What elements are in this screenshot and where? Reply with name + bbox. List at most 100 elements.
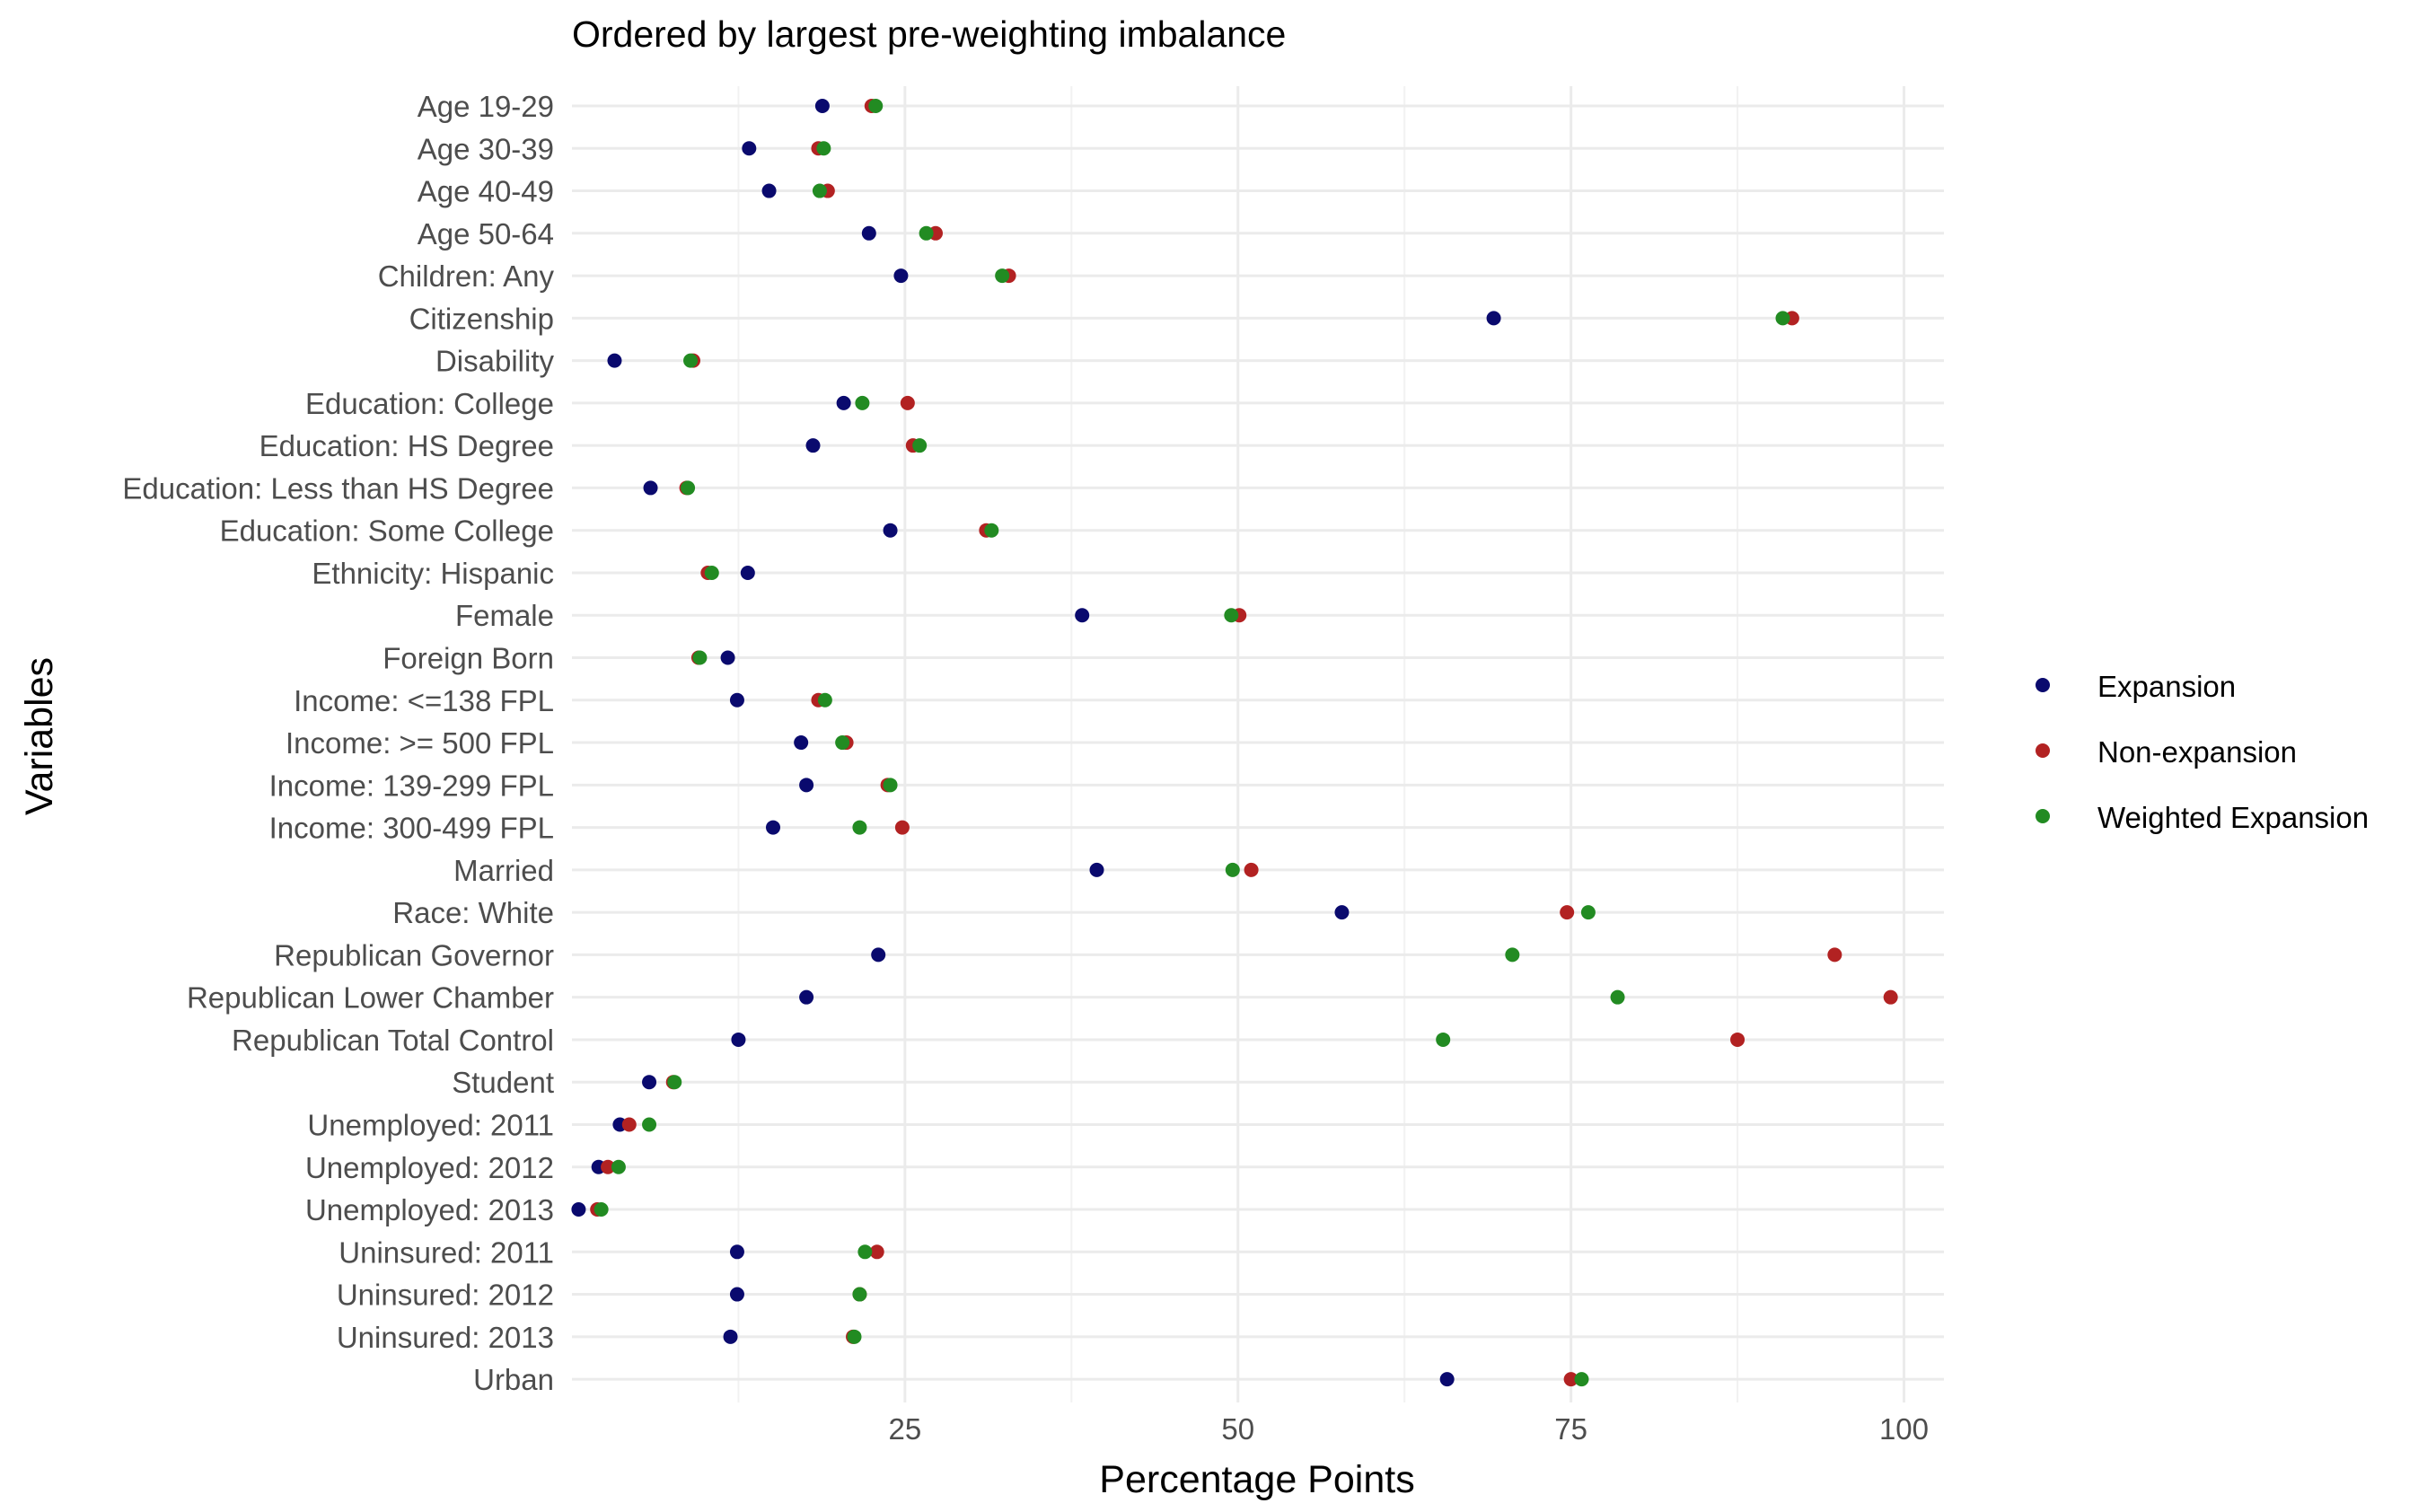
y-tick-label: Income: 139-299 FPL	[269, 769, 554, 802]
point-expansion	[720, 650, 735, 665]
point-non-expansion	[1883, 989, 1898, 1005]
point-expansion	[883, 523, 898, 538]
y-tick-label: Age 40-49	[418, 175, 554, 208]
y-tick-label: Republican Lower Chamber	[187, 981, 554, 1015]
point-weighted-expansion	[683, 353, 699, 368]
point-expansion	[805, 438, 821, 453]
y-tick-label: Children: Any	[378, 259, 555, 293]
y-tick-label: Republican Governor	[274, 938, 554, 971]
point-expansion	[1486, 311, 1501, 326]
legend-key-non-expansion	[2036, 743, 2050, 758]
point-expansion	[893, 268, 909, 284]
point-weighted-expansion	[1505, 947, 1520, 963]
point-weighted-expansion	[681, 480, 696, 496]
point-weighted-expansion	[704, 565, 719, 580]
point-expansion	[729, 692, 744, 708]
point-weighted-expansion	[611, 1159, 626, 1174]
point-weighted-expansion	[1224, 608, 1239, 623]
y-tick-label: Urban	[473, 1363, 554, 1396]
y-tick-label: Ethnicity: Hispanic	[312, 557, 554, 590]
point-expansion	[1334, 905, 1350, 920]
point-expansion	[740, 565, 755, 580]
point-non-expansion	[1560, 905, 1575, 920]
y-tick-label: Uninsured: 2013	[337, 1321, 554, 1354]
point-expansion	[799, 989, 814, 1005]
point-expansion	[729, 1287, 744, 1302]
point-weighted-expansion	[812, 183, 827, 198]
point-weighted-expansion	[1225, 862, 1240, 877]
y-tick-label: Race: White	[392, 896, 554, 929]
point-expansion	[731, 1032, 746, 1047]
y-tick-label: Income: >= 500 FPL	[286, 726, 554, 760]
y-tick-label: Married	[453, 854, 554, 887]
point-weighted-expansion	[1610, 989, 1625, 1005]
point-expansion	[723, 1329, 738, 1344]
point-weighted-expansion	[816, 141, 831, 156]
y-tick-label: Student	[452, 1066, 554, 1099]
point-expansion	[642, 1075, 657, 1090]
y-tick-label: Education: Less than HS Degree	[122, 471, 554, 505]
y-tick-label: Female	[455, 599, 554, 632]
point-weighted-expansion	[852, 1287, 867, 1302]
point-weighted-expansion	[817, 692, 832, 708]
point-weighted-expansion	[667, 1075, 682, 1090]
point-weighted-expansion	[883, 778, 898, 793]
point-non-expansion	[1563, 1372, 1578, 1387]
y-tick-label: Republican Total Control	[232, 1024, 554, 1057]
y-tick-label: Disability	[435, 345, 555, 378]
point-expansion	[1089, 862, 1104, 877]
y-tick-label: Age 30-39	[418, 132, 554, 165]
point-non-expansion	[1827, 947, 1842, 963]
point-non-expansion	[894, 820, 910, 835]
y-tick-label: Unemployed: 2013	[305, 1193, 554, 1226]
point-expansion	[729, 1244, 744, 1260]
point-expansion	[799, 778, 814, 793]
y-tick-label: Income: 300-499 FPL	[269, 812, 554, 845]
point-weighted-expansion	[857, 1244, 873, 1260]
y-tick-label: Education: HS Degree	[259, 429, 554, 462]
y-tick-label: Income: <=138 FPL	[294, 684, 554, 717]
point-expansion	[871, 947, 886, 963]
y-axis-tick-labels: Age 19-29 Age 30-39 Age 40-49 Age 50-64 Chil…	[122, 90, 554, 1396]
point-weighted-expansion	[868, 99, 884, 113]
point-expansion	[607, 353, 622, 368]
point-expansion	[761, 183, 777, 198]
chart-title: Ordered by largest pre-weighting imbalan…	[572, 13, 1286, 55]
y-tick-label: Age 50-64	[418, 217, 554, 251]
point-weighted-expansion	[855, 395, 870, 410]
x-tick-label: 100	[1879, 1412, 1929, 1446]
y-tick-label: Age 19-29	[418, 90, 554, 123]
point-expansion	[836, 395, 851, 410]
point-expansion	[1439, 1372, 1455, 1387]
legend-label-weighted-expansion: Weighted Expansion	[2097, 801, 2369, 834]
point-weighted-expansion	[835, 735, 850, 751]
point-weighted-expansion	[1580, 905, 1596, 920]
point-weighted-expansion	[1436, 1032, 1451, 1047]
y-tick-label: Citizenship	[409, 302, 554, 335]
point-non-expansion	[621, 1117, 637, 1132]
point-weighted-expansion	[594, 1202, 609, 1218]
y-axis-title: Variables	[18, 657, 61, 815]
point-non-expansion	[1730, 1032, 1746, 1047]
legend-label-expansion: Expansion	[2097, 670, 2236, 703]
legend-key-weighted-expansion	[2036, 809, 2050, 823]
legend-key-expansion	[2036, 678, 2050, 692]
point-expansion	[643, 480, 658, 496]
point-non-expansion	[900, 395, 915, 410]
x-tick-label: 50	[1221, 1412, 1254, 1446]
y-tick-label: Unemployed: 2011	[307, 1108, 554, 1141]
y-tick-label: Uninsured: 2011	[339, 1235, 554, 1269]
y-tick-label: Uninsured: 2012	[337, 1279, 554, 1312]
x-axis-title: Percentage Points	[1099, 1458, 1414, 1501]
point-weighted-expansion	[984, 523, 999, 538]
point-non-expansion	[601, 1159, 616, 1174]
point-weighted-expansion	[912, 438, 928, 453]
legend-label-non-expansion: Non-expansion	[2097, 735, 2297, 769]
point-weighted-expansion	[995, 268, 1010, 284]
x-tick-label: 75	[1554, 1412, 1587, 1446]
point-non-expansion	[1244, 862, 1259, 877]
point-expansion	[794, 735, 809, 751]
point-weighted-expansion	[847, 1329, 862, 1344]
point-weighted-expansion	[692, 650, 708, 665]
